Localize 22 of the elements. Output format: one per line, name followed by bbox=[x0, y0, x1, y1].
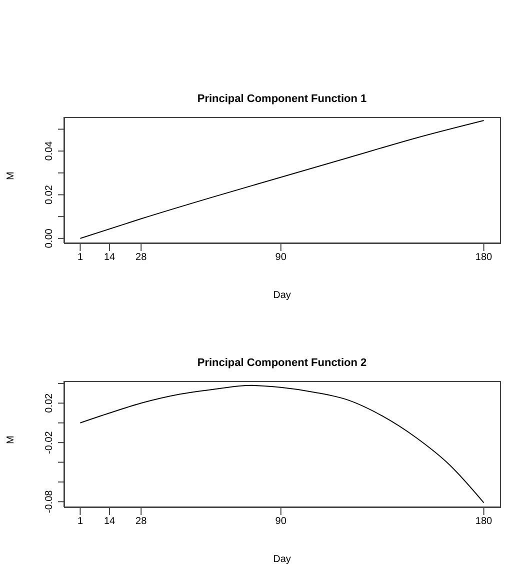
x-tick-label: 1 bbox=[77, 252, 84, 264]
y-tick-label: 0.04 bbox=[44, 140, 55, 161]
y-axis-title: M bbox=[6, 436, 17, 444]
y-tick-label: 0.00 bbox=[44, 228, 55, 248]
x-tick-label: 28 bbox=[136, 252, 148, 264]
x-tick-label: 1 bbox=[77, 516, 84, 528]
x-tick-label: 180 bbox=[475, 516, 493, 528]
y-tick-label: -0.02 bbox=[44, 430, 55, 454]
x-tick-label: 28 bbox=[136, 516, 148, 528]
x-tick-label: 90 bbox=[275, 252, 287, 264]
x-tick-label: 180 bbox=[475, 252, 493, 264]
chart-title: Principal Component Function 1 bbox=[196, 93, 368, 105]
x-tick-label: 14 bbox=[104, 252, 116, 264]
x-axis-title: Day bbox=[273, 554, 291, 565]
x-tick-label: 90 bbox=[275, 516, 287, 528]
x-axis-title: Day bbox=[273, 290, 291, 301]
y-tick-label: 0.02 bbox=[44, 393, 55, 413]
y-axis-title: M bbox=[6, 172, 17, 180]
y-tick-label: 0.02 bbox=[44, 184, 55, 204]
x-tick-label: 14 bbox=[104, 516, 116, 528]
chart-title: Principal Component Function 2 bbox=[196, 357, 368, 369]
y-tick-label: -0.08 bbox=[44, 490, 55, 514]
